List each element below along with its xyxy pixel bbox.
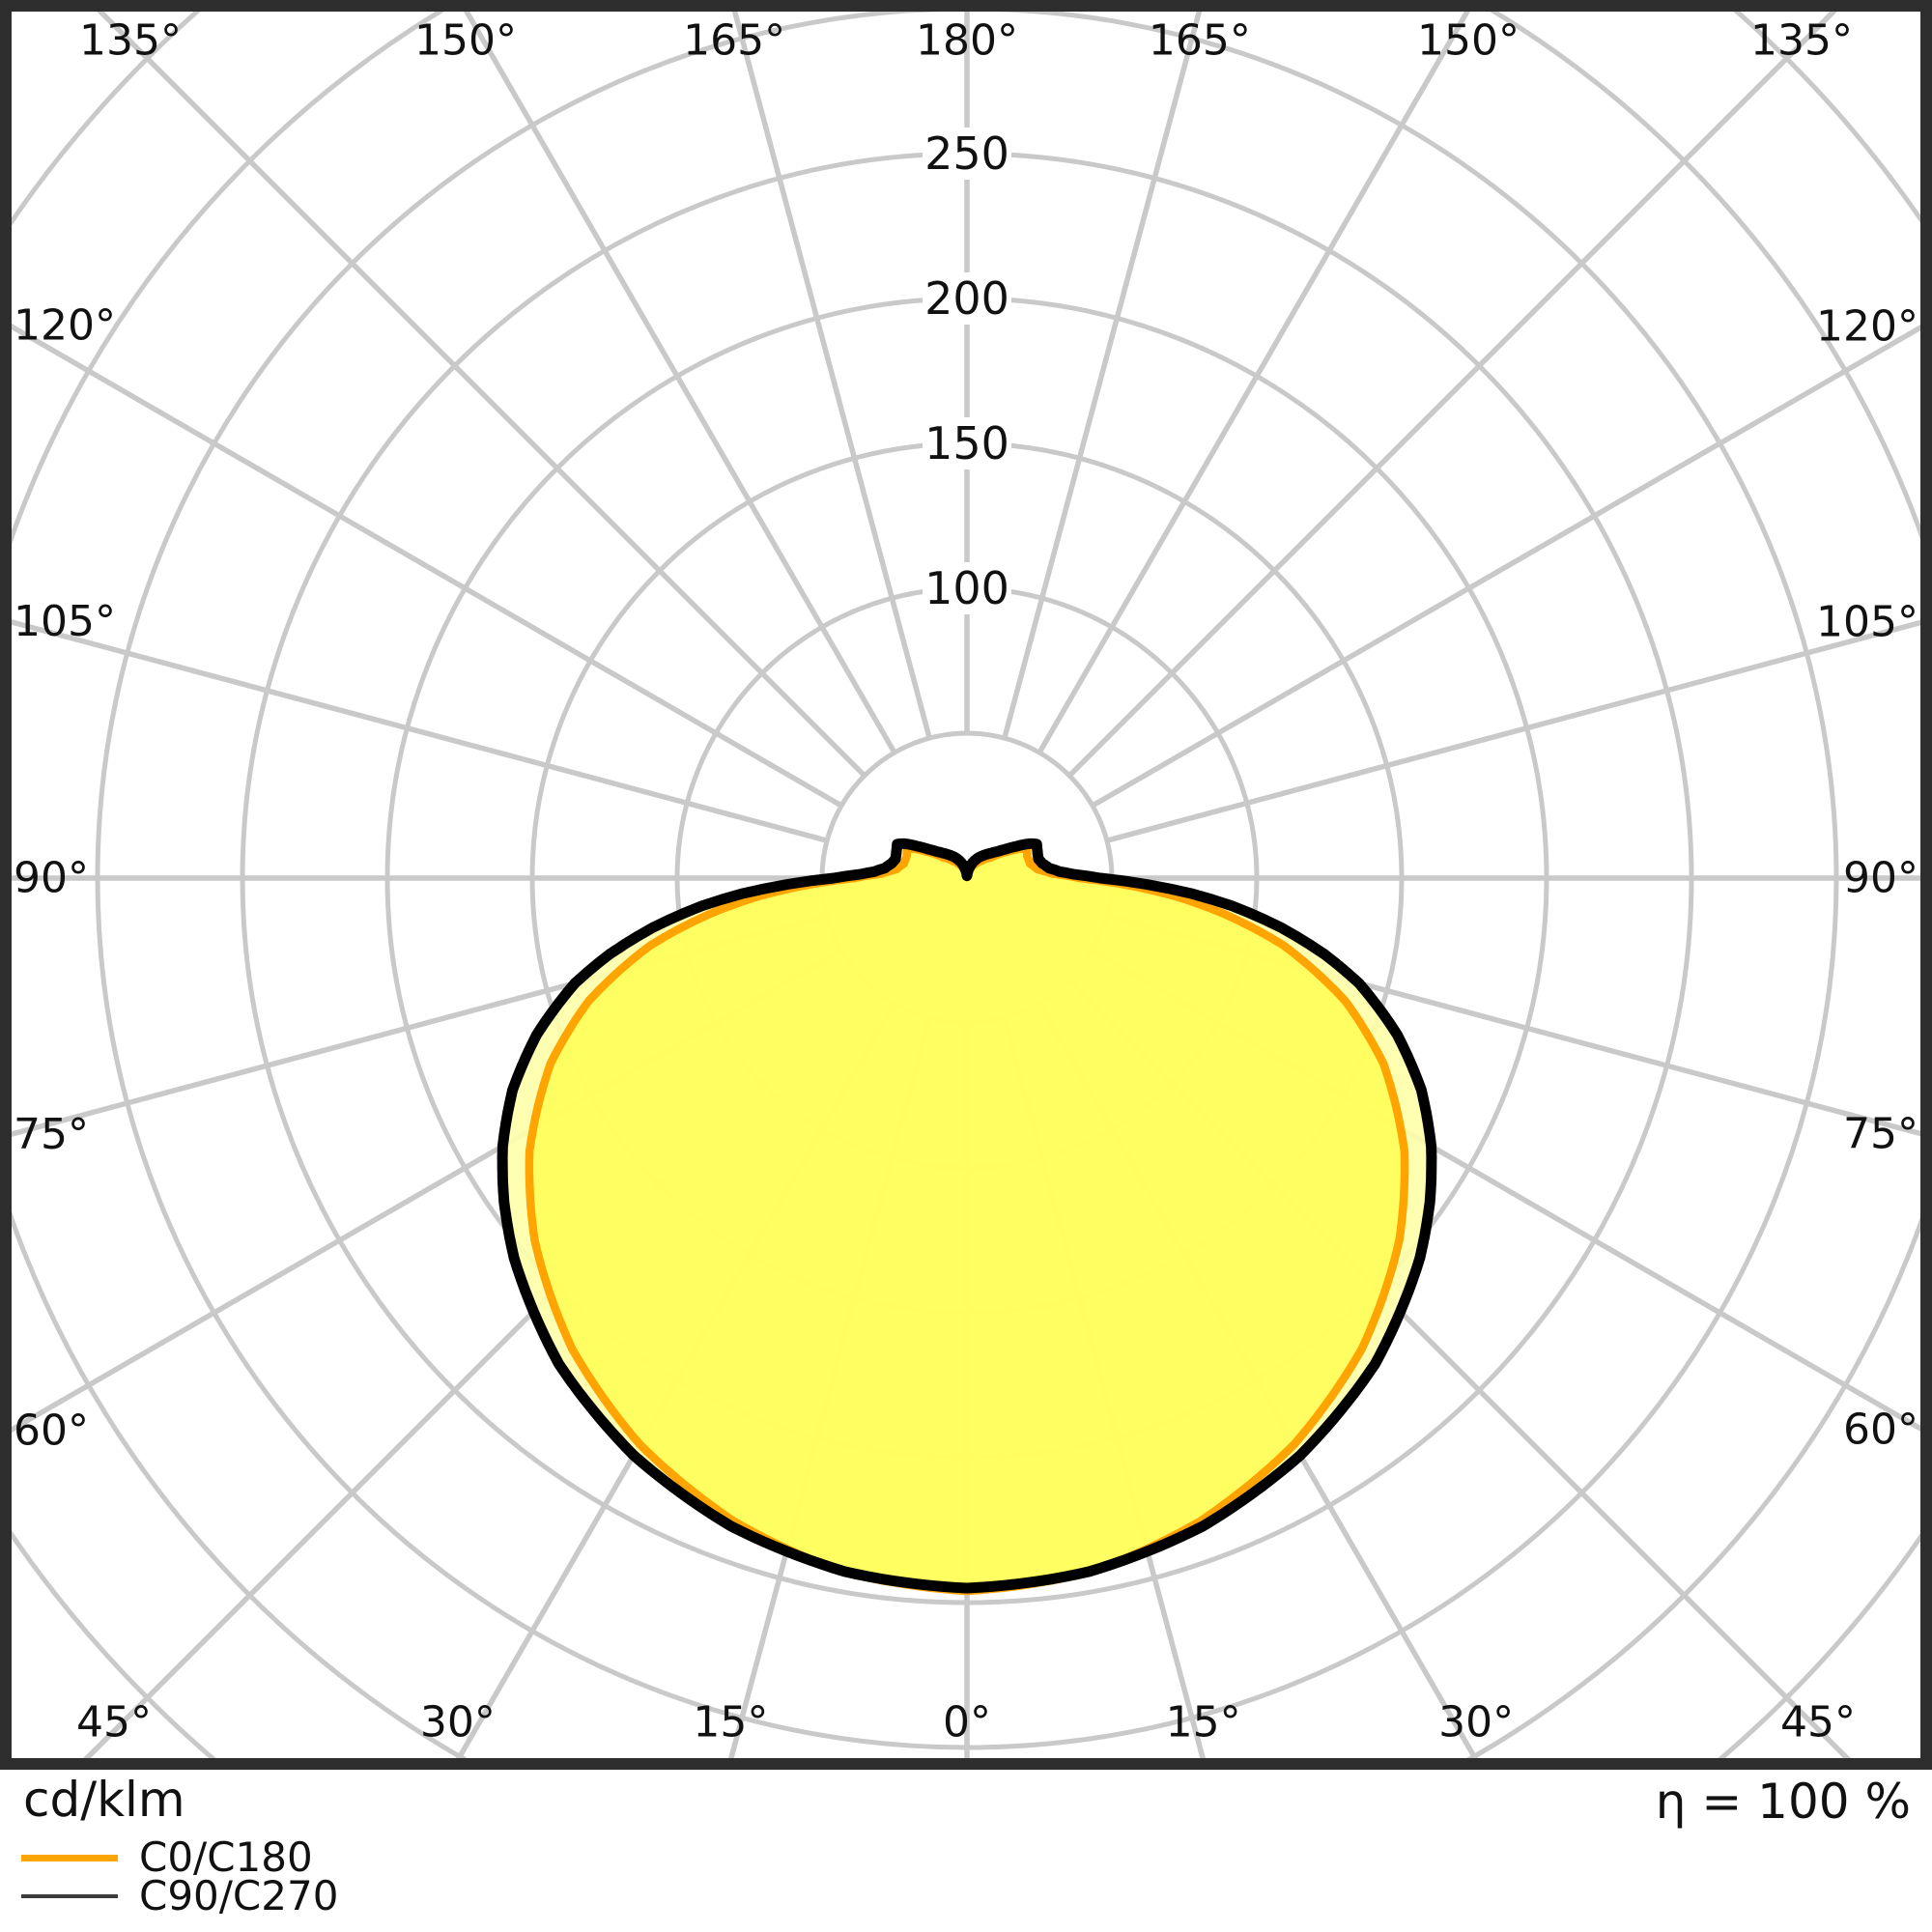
radial-tick-label: 100	[924, 562, 1009, 614]
legend-swatch-c0-line	[21, 1854, 118, 1861]
grid-spoke	[1067, 10, 1837, 778]
radial-tick-labels: 100 150 200 250	[923, 128, 1011, 614]
legend-label-c90: C90/C270	[139, 1872, 339, 1919]
angle-tick-label: 135°	[1750, 16, 1853, 66]
angle-tick-label: 60°	[14, 1406, 89, 1456]
grid-spoke	[731, 10, 932, 739]
angle-tick-label: 135°	[79, 16, 182, 66]
angle-tick-label: 90°	[1843, 854, 1918, 903]
legend-item-c90: C90/C270	[21, 1875, 338, 1918]
grid-spoke	[10, 618, 828, 843]
angle-tick-label: 120°	[1816, 302, 1918, 352]
angle-tick-label: 0°	[943, 1698, 991, 1747]
angle-tick-labels: 0° 15° 15° 30° 30° 45° 45° 60° 60° 75° 75° 90° 90° 10…	[14, 16, 1918, 1747]
grid-spoke	[1091, 324, 1922, 809]
radial-label-bg	[923, 128, 1011, 180]
angle-tick-label: 75°	[1843, 1110, 1918, 1159]
angle-tick-label: 45°	[1780, 1698, 1856, 1747]
radial-tick-label: 150	[924, 417, 1009, 469]
angle-tick-label: 45°	[76, 1698, 152, 1747]
angle-tick-label: 165°	[1149, 16, 1251, 66]
angle-tick-label: 75°	[14, 1110, 89, 1159]
angle-tick-label: 150°	[414, 16, 517, 66]
radial-tick-label: 250	[924, 128, 1009, 180]
grid-spoke	[10, 323, 843, 809]
radial-tick-label: 200	[924, 272, 1009, 325]
efficiency-label: η = 100 %	[1655, 1774, 1911, 1830]
unit-label: cd/klm	[23, 1772, 185, 1828]
angle-tick-label: 120°	[14, 300, 116, 350]
grid-spoke	[97, 10, 867, 778]
grid-spoke	[1037, 10, 1471, 754]
angle-tick-label: 105°	[14, 597, 116, 646]
legend-label-c0: C0/C180	[139, 1833, 313, 1881]
grid-spoke	[1002, 10, 1203, 739]
grid-spoke	[463, 10, 897, 754]
plot-frame	[0, 0, 1932, 1770]
angle-tick-label: 60°	[1843, 1405, 1918, 1454]
radial-label-bg	[923, 562, 1011, 614]
radial-label-bg	[923, 417, 1011, 469]
legend-item-c0: C0/C180	[21, 1836, 313, 1879]
radial-label-bg	[923, 272, 1011, 325]
angle-tick-label: 150°	[1417, 16, 1520, 66]
angle-tick-label: 90°	[14, 854, 89, 903]
legend-swatch-c90-line	[21, 1894, 118, 1898]
angle-tick-label: 165°	[683, 16, 785, 66]
angle-tick-label: 180°	[916, 16, 1018, 66]
c90-curve	[497, 838, 1437, 1594]
c0-fill	[528, 848, 1406, 1591]
distribution-curves	[497, 838, 1437, 1596]
grid-spoke	[1106, 619, 1922, 843]
angle-tick-label: 30°	[1438, 1698, 1514, 1747]
angle-tick-label: 15°	[693, 1698, 768, 1747]
angle-tick-label: 15°	[1166, 1698, 1241, 1747]
angle-tick-label: 105°	[1816, 597, 1918, 646]
angle-tick-label: 30°	[420, 1698, 496, 1747]
